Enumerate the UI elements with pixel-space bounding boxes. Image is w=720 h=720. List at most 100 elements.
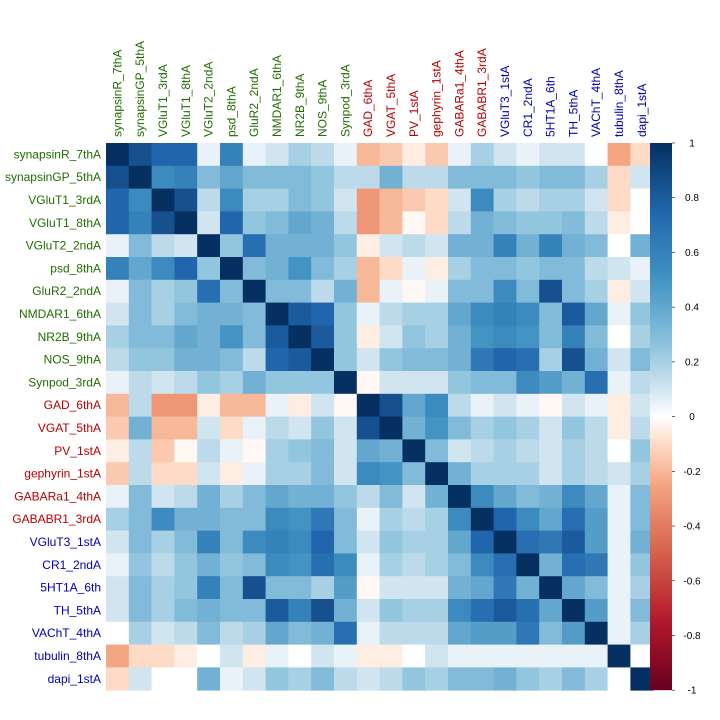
heatmap-cell-NR2B_9thA-TH_5thA [562, 325, 586, 349]
heatmap-cell-synapsinR_7thA-VAChT_4thA [584, 143, 608, 167]
heatmap-cell-synapsinR_7thA-Synpod_3rdA [334, 143, 358, 167]
heatmap-cell-5HT1A_6th-VGluT1_8thA [174, 576, 198, 600]
heatmap-cell-NMDAR1_6thA-GABARa1_4thA [448, 302, 472, 326]
heatmap-cell-VGAT_5thA-VGluT3_1stA [493, 416, 517, 440]
heatmap-cell-synapsinGP_5thA-NOS_9thA [311, 165, 335, 189]
heatmap-cell-dapi_1stA-GluR2_2ndA [242, 667, 266, 691]
heatmap-cell-tubulin_8thA-dapi_1stA [630, 644, 654, 668]
heatmap-cell-VGAT_5thA-GABABR1_3rdA [470, 416, 494, 440]
heatmap-cell-CR1_2ndA-Synpod_3rdA [334, 553, 358, 577]
heatmap-cell-synapsinR_7thA-PV_1stA [402, 143, 426, 167]
heatmap-cell-tubulin_8thA-5HT1A_6th [539, 644, 563, 668]
heatmap-cell-VAChT_4thA-synapsinR_7thA [106, 621, 130, 645]
heatmap-cell-PV_1stA-tubulin_8thA [607, 439, 631, 463]
heatmap-cell-GABARa1_4thA-GluR2_2ndA [242, 485, 266, 509]
heatmap-cell-VGluT2_2ndA-VGluT2_2ndA [197, 234, 221, 258]
heatmap-cell-PV_1stA-psd_8thA [220, 439, 244, 463]
heatmap-cell-5HT1A_6th-CR1_2ndA [516, 576, 540, 600]
heatmap-cell-NMDAR1_6thA-VGluT1_3rdA [151, 302, 175, 326]
heatmap-cell-VGAT_5thA-TH_5thA [562, 416, 586, 440]
heatmap-cell-dapi_1stA-psd_8thA [220, 667, 244, 691]
heatmap-cell-psd_8thA-5HT1A_6th [539, 257, 563, 281]
heatmap-cell-VGluT1_3rdA-PV_1stA [402, 188, 426, 212]
heatmap-cell-NR2B_9thA-NOS_9thA [311, 325, 335, 349]
heatmap-cell-VGluT1_8thA-PV_1stA [402, 211, 426, 235]
heatmap-cell-NMDAR1_6thA-VGluT3_1stA [493, 302, 517, 326]
legend-tick-label: 1 [689, 139, 695, 150]
heatmap-cell-VGluT3_1stA-tubulin_8thA [607, 530, 631, 554]
heatmap-cell-tubulin_8thA-GABARa1_4thA [448, 644, 472, 668]
heatmap-cell-dapi_1stA-tubulin_8thA [607, 667, 631, 691]
heatmap-cell-NMDAR1_6thA-TH_5thA [562, 302, 586, 326]
heatmap-cell-dapi_1stA-gephyrin_1stA [425, 667, 449, 691]
heatmap-cell-VGluT1_8thA-psd_8thA [220, 211, 244, 235]
heatmap-cell-NOS_9thA-NMDAR1_6thA [265, 348, 289, 372]
legend-tick-label: 0.8 [685, 193, 699, 204]
heatmap-cell-NOS_9thA-PV_1stA [402, 348, 426, 372]
heatmap-cell-dapi_1stA-NR2B_9thA [288, 667, 312, 691]
heatmap-cell-TH_5thA-dapi_1stA [630, 599, 654, 623]
heatmap-cell-VGluT3_1stA-gephyrin_1stA [425, 530, 449, 554]
heatmap-cell-VGluT1_3rdA-VGAT_5thA [379, 188, 403, 212]
heatmap-cell-GABABR1_3rdA-tubulin_8thA [607, 507, 631, 531]
heatmap-cell-GABARa1_4thA-VGluT2_2ndA [197, 485, 221, 509]
heatmap-cell-gephyrin_1stA-VGluT1_3rdA [151, 462, 175, 486]
heatmap-cell-tubulin_8thA-VGluT3_1stA [493, 644, 517, 668]
row-label-GluR2_2ndA: GluR2_2ndA [32, 284, 101, 298]
heatmap-cell-NR2B_9thA-synapsinGP_5thA [128, 325, 152, 349]
heatmap-cell-GAD_6thA-synapsinGP_5thA [128, 393, 152, 417]
heatmap-cell-synapsinR_7thA-synapsinGP_5thA [128, 143, 152, 167]
heatmap-cell-VGluT1_3rdA-GABARa1_4thA [448, 188, 472, 212]
heatmap-cell-NOS_9thA-GAD_6thA [356, 348, 380, 372]
column-label-NR2B_9thA: NR2B_9thA [293, 74, 307, 137]
heatmap-cell-dapi_1stA-synapsinGP_5thA [128, 667, 152, 691]
heatmap-cell-tubulin_8thA-VAChT_4thA [584, 644, 608, 668]
heatmap-cell-NOS_9thA-NOS_9thA [311, 348, 335, 372]
heatmap-cell-CR1_2ndA-NMDAR1_6thA [265, 553, 289, 577]
row-label-NMDAR1_6thA: NMDAR1_6thA [19, 307, 101, 321]
row-label-VGluT3_1stA: VGluT3_1stA [30, 535, 101, 549]
heatmap-cell-5HT1A_6th-NOS_9thA [311, 576, 335, 600]
heatmap-cell-CR1_2ndA-dapi_1stA [630, 553, 654, 577]
row-label-VGluT1_3rdA: VGluT1_3rdA [28, 193, 101, 207]
heatmap-cell-NMDAR1_6thA-dapi_1stA [630, 302, 654, 326]
heatmap-cell-VAChT_4thA-gephyrin_1stA [425, 621, 449, 645]
heatmap-cell-TH_5thA-synapsinGP_5thA [128, 599, 152, 623]
heatmap-cell-gephyrin_1stA-NR2B_9thA [288, 462, 312, 486]
heatmap-cell-GluR2_2ndA-VGluT1_3rdA [151, 279, 175, 303]
heatmap-cell-NR2B_9thA-NMDAR1_6thA [265, 325, 289, 349]
heatmap-cell-VGAT_5thA-synapsinR_7thA [106, 416, 130, 440]
heatmap-cell-NR2B_9thA-VGluT2_2ndA [197, 325, 221, 349]
heatmap-cell-VGluT1_3rdA-NMDAR1_6thA [265, 188, 289, 212]
row-label-GABABR1_3rdA: GABABR1_3rdA [12, 512, 101, 526]
heatmap-cell-dapi_1stA-NMDAR1_6thA [265, 667, 289, 691]
heatmap-cell-synapsinR_7thA-psd_8thA [220, 143, 244, 167]
heatmap-cell-VAChT_4thA-psd_8thA [220, 621, 244, 645]
heatmap-cell-PV_1stA-Synpod_3rdA [334, 439, 358, 463]
heatmap-cell-dapi_1stA-synapsinR_7thA [106, 667, 130, 691]
heatmap-cell-PV_1stA-TH_5thA [562, 439, 586, 463]
heatmap-cell-VGluT1_8thA-NOS_9thA [311, 211, 335, 235]
heatmap-cell-TH_5thA-VGluT1_3rdA [151, 599, 175, 623]
heatmap-cell-GAD_6thA-gephyrin_1stA [425, 393, 449, 417]
heatmap-cell-VGluT3_1stA-VGluT2_2ndA [197, 530, 221, 554]
heatmap-cell-VGluT2_2ndA-VGluT1_8thA [174, 234, 198, 258]
heatmap-cell-gephyrin_1stA-dapi_1stA [630, 462, 654, 486]
heatmap-cell-VGluT1_8thA-5HT1A_6th [539, 211, 563, 235]
heatmap-cell-VGluT1_8thA-GluR2_2ndA [242, 211, 266, 235]
heatmap-cell-GAD_6thA-NMDAR1_6thA [265, 393, 289, 417]
heatmap-cell-dapi_1stA-VGAT_5thA [379, 667, 403, 691]
heatmap-cell-TH_5thA-NOS_9thA [311, 599, 335, 623]
row-label-TH_5thA: TH_5thA [54, 603, 101, 617]
heatmap-cell-VGluT1_3rdA-GluR2_2ndA [242, 188, 266, 212]
heatmap-cell-synapsinGP_5thA-TH_5thA [562, 165, 586, 189]
heatmap-cell-psd_8thA-GluR2_2ndA [242, 257, 266, 281]
heatmap-cell-synapsinGP_5thA-GABABR1_3rdA [470, 165, 494, 189]
heatmap-cell-dapi_1stA-VAChT_4thA [584, 667, 608, 691]
heatmap-cell-PV_1stA-synapsinR_7thA [106, 439, 130, 463]
heatmap-cell-GluR2_2ndA-tubulin_8thA [607, 279, 631, 303]
heatmap-cell-VAChT_4thA-5HT1A_6th [539, 621, 563, 645]
heatmap-cell-synapsinR_7thA-tubulin_8thA [607, 143, 631, 167]
heatmap-cell-NOS_9thA-VGluT1_8thA [174, 348, 198, 372]
